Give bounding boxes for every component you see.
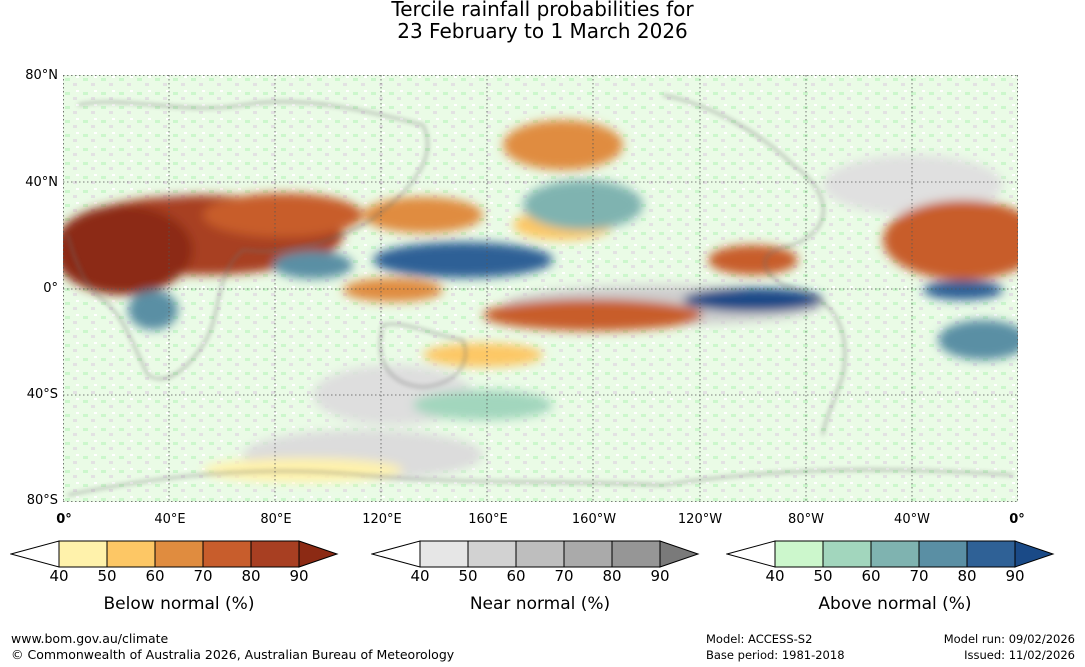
above-normal-caption: Above normal (%) (818, 594, 972, 614)
colorbar-swatch (250, 540, 300, 568)
colorbar-swatch (966, 540, 1016, 568)
near-tick-70: 70 (554, 567, 574, 585)
below-tick-50: 50 (97, 567, 117, 585)
lon-label-40e: 40°E (154, 512, 186, 527)
below-tick-70: 70 (193, 567, 213, 585)
rainfall-probability-map (63, 75, 1018, 502)
near-tick-90: 90 (650, 567, 670, 585)
colorbar-left-arrow (726, 540, 776, 568)
lon-label-160e: 160°E (468, 512, 508, 527)
above-tick-50: 50 (813, 567, 833, 585)
below-normal-caption: Below normal (%) (103, 594, 255, 614)
colorbar-left-arrow (10, 540, 60, 568)
footer-model: Model: ACCESS-S2 (706, 632, 813, 646)
lat-label-40n: 40°N (25, 175, 58, 190)
colorbar-swatch (154, 540, 204, 568)
below-tick-40: 40 (49, 567, 69, 585)
colorbar-swatch (467, 540, 517, 568)
footer-model-run: Model run: 09/02/2026 (943, 632, 1075, 646)
lat-label-80s: 80°S (26, 493, 58, 508)
lon-label-0-left: 0° (56, 512, 72, 527)
colorbar-right-arrow (1014, 540, 1055, 568)
colorbar-right-arrow (659, 540, 700, 568)
near-normal-caption: Near normal (%) (469, 594, 611, 614)
lon-label-80w: 80°W (788, 512, 824, 527)
colorbar-swatch (822, 540, 872, 568)
near-tick-80: 80 (602, 567, 622, 585)
colorbar-swatch (106, 540, 156, 568)
lon-label-40w: 40°W (894, 512, 930, 527)
map-title-line1: Tercile rainfall probabilities for (391, 0, 694, 21)
colorbar-swatch (202, 540, 252, 568)
lon-label-80e: 80°E (260, 512, 292, 527)
colorbar-near-normal (371, 540, 711, 568)
lat-label-40s: 40°S (26, 387, 58, 402)
colorbar-left-arrow (371, 540, 421, 568)
lat-label-equator: 0° (43, 281, 58, 296)
above-tick-60: 60 (861, 567, 881, 585)
near-tick-40: 40 (410, 567, 430, 585)
near-tick-50: 50 (458, 567, 478, 585)
colorbar-swatch (918, 540, 968, 568)
footer-issued-date: Issued: 11/02/2026 (964, 648, 1075, 662)
colorbar-swatch (870, 540, 920, 568)
footer-base-period: Base period: 1981-2018 (706, 648, 845, 662)
lon-label-0-right: 0° (1009, 512, 1025, 527)
lat-label-80n: 80°N (25, 68, 58, 83)
colorbar-right-arrow (298, 540, 339, 568)
above-tick-70: 70 (909, 567, 929, 585)
colorbar-above-normal (726, 540, 1066, 568)
above-tick-40: 40 (765, 567, 785, 585)
lon-label-160w: 160°W (571, 512, 617, 527)
below-tick-80: 80 (241, 567, 261, 585)
above-tick-80: 80 (957, 567, 977, 585)
colorbar-swatch (774, 540, 824, 568)
lon-label-120e: 120°E (362, 512, 402, 527)
near-tick-60: 60 (506, 567, 526, 585)
footer-copyright: © Commonwealth of Australia 2026, Austra… (11, 647, 455, 662)
colorbar-below-normal (10, 540, 350, 568)
colorbar-swatch (515, 540, 565, 568)
map-title-line2: 23 February to 1 March 2026 (397, 19, 688, 43)
colorbar-swatch (563, 540, 613, 568)
colorbar-swatch (611, 540, 661, 568)
below-tick-60: 60 (145, 567, 165, 585)
colorbar-swatch (58, 540, 108, 568)
colorbar-swatch (419, 540, 469, 568)
lon-label-120w: 120°W (677, 512, 723, 527)
below-tick-90: 90 (289, 567, 309, 585)
above-tick-90: 90 (1005, 567, 1025, 585)
footer-url[interactable]: www.bom.gov.au/climate (11, 631, 169, 646)
